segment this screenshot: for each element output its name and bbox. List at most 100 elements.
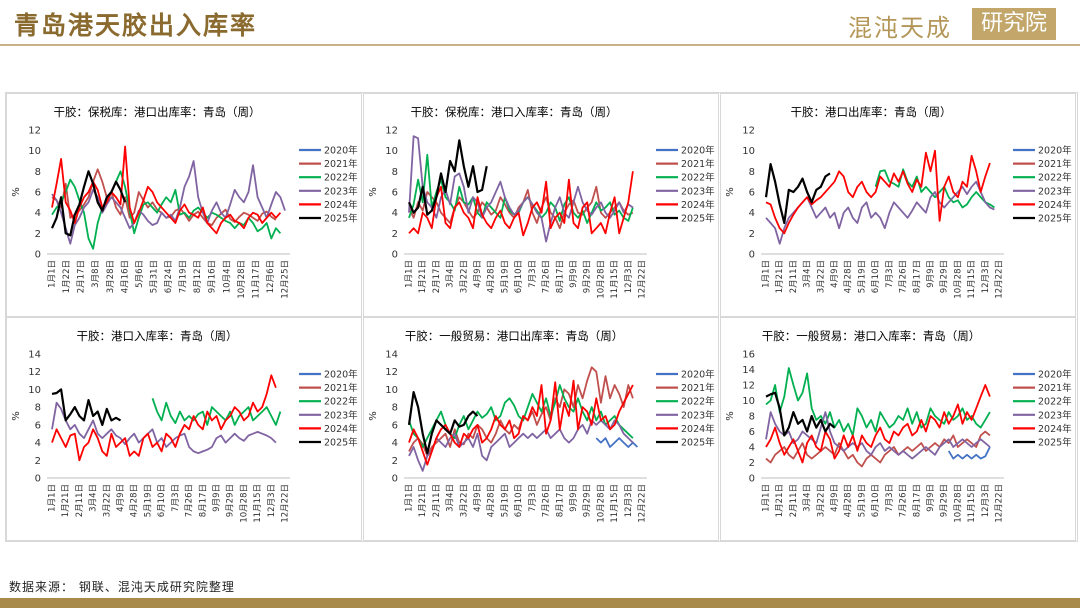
series-line-2022年	[765, 367, 991, 437]
legend-label: 2020年	[681, 145, 715, 157]
x-tick-label: 8月12日	[193, 260, 203, 293]
chart-svg-1: 干胶：保税库：港口出库率：青岛（周）% 0 2 4 6 8 10 12 1月1日 1月22日 2月1…	[11, 105, 358, 299]
x-tick-label: 9月9日	[926, 484, 936, 512]
x-tick-label: 3月4日	[446, 484, 456, 512]
x-tick-label: 11月15日	[610, 484, 620, 523]
legend-label: 2024年	[1038, 423, 1072, 435]
x-tick-label: 6月10日	[514, 260, 524, 293]
chart-title: 干胶：港口出库率：青岛（周）	[791, 105, 952, 119]
y-tick-label: 8	[392, 167, 398, 178]
x-tick-label: 1月21日	[418, 484, 428, 517]
series-line-2024年	[51, 145, 282, 235]
y-tick-label: 12	[385, 367, 398, 378]
legend-label: 2020年	[681, 369, 715, 381]
legend-label: 2025年	[681, 213, 715, 225]
legend-label: 2022年	[681, 172, 715, 184]
x-tick-label: 3月22日	[459, 484, 469, 517]
chart-title: 干胶：保税库：港口入库率：青岛（周）	[411, 105, 618, 119]
x-tick-label: 1月1日	[405, 484, 415, 512]
legend-label: 2021年	[1038, 382, 1072, 394]
y-tick-label: 16	[742, 350, 755, 361]
chart-svg-2: 干胶：保税库：港口入库率：青岛（周）% 0 2 4 6 8 10 12 1月1日 1月21日 2月1…	[368, 105, 715, 299]
series-line-2023年	[408, 419, 634, 472]
x-tick-label: 3月22日	[102, 484, 112, 517]
series-line-2025年	[765, 391, 836, 437]
x-tick-label: 12月3日	[624, 484, 634, 517]
x-tick-label: 8月17日	[198, 484, 208, 517]
x-tick-label: 9月29日	[940, 260, 950, 293]
x-tick-label: 10月28日	[596, 260, 606, 299]
y-tick-label: 6	[749, 427, 755, 438]
y-tick-label: 6	[35, 188, 41, 199]
y-tick-label: 2	[392, 456, 398, 467]
x-tick-label: 2月17日	[77, 260, 87, 293]
legend-label: 2020年	[324, 369, 358, 381]
x-tick-label: 1月21日	[61, 484, 71, 517]
legend-label: 2024年	[324, 423, 358, 435]
y-tick-label: 12	[28, 126, 41, 137]
x-tick-label: 9月9日	[212, 484, 222, 512]
x-tick-label: 4月28日	[487, 260, 497, 293]
x-tick-label: 10月28日	[237, 260, 247, 299]
y-axis-label: %	[725, 187, 736, 197]
y-tick-label: 8	[35, 403, 41, 414]
x-tick-label: 2月11日	[789, 260, 799, 293]
y-axis-label: %	[11, 187, 22, 197]
legend-label: 2021年	[324, 158, 358, 170]
legend-label: 2023年	[324, 185, 358, 197]
x-tick-label: 4月9日	[473, 260, 483, 288]
y-tick-label: 4	[749, 208, 755, 219]
x-tick-label: 12月22日	[638, 484, 648, 523]
x-tick-label: 5月19日	[857, 260, 867, 293]
y-tick-label: 10	[742, 146, 755, 157]
x-tick-label: 5月19日	[857, 484, 867, 517]
legend-label: 2023年	[681, 409, 715, 421]
x-tick-label: 10月4日	[222, 260, 232, 293]
legend-label: 2023年	[1038, 409, 1072, 421]
legend-label: 2022年	[1038, 172, 1072, 184]
header-divider	[0, 44, 1080, 46]
chart-svg-4: 干胶：港口入库率：青岛（周）% 0 2 4 6 8 10 12 14 1月1日 1月21日 2月11日…	[11, 329, 358, 523]
legend-label: 2025年	[324, 437, 358, 449]
legend-label: 2023年	[1038, 185, 1072, 197]
legend-label: 2025年	[1038, 213, 1072, 225]
x-tick-label: 3月22日	[459, 260, 469, 293]
y-axis-label: %	[725, 411, 736, 421]
y-tick-label: 4	[35, 208, 41, 219]
x-tick-label: 3月22日	[816, 260, 826, 293]
x-tick-label: 8月17日	[555, 484, 565, 517]
legend-label: 2024年	[681, 199, 715, 211]
y-tick-label: 0	[35, 250, 41, 261]
x-tick-label: 5月31日	[149, 260, 159, 293]
x-tick-label: 4月9日	[830, 484, 840, 512]
x-tick-label: 1月22日	[62, 260, 72, 293]
x-tick-label: 9月16日	[208, 260, 218, 293]
x-tick-label: 7月19日	[179, 260, 189, 293]
legend-label: 2022年	[324, 172, 358, 184]
x-tick-label: 10月28日	[953, 484, 963, 523]
series-line-2022年	[408, 153, 634, 224]
x-tick-label: 4月16日	[120, 260, 130, 293]
x-tick-label: 12月22日	[995, 260, 1005, 299]
x-tick-label: 4月28日	[130, 484, 140, 517]
charts-grid: 干胶：保税库：港口出库率：青岛（周）% 0 2 4 6 8 10 12 1月1日 1月22日 2月1…	[5, 92, 1078, 542]
x-tick-label: 6月10日	[871, 260, 881, 293]
x-tick-label: 7月26日	[185, 484, 195, 517]
y-tick-label: 0	[35, 474, 41, 485]
y-tick-label: 12	[385, 126, 398, 137]
x-tick-label: 9月9日	[926, 260, 936, 288]
legend-label: 2020年	[324, 145, 358, 157]
series-line-2024年	[765, 149, 991, 235]
series-line-2025年	[764, 163, 831, 225]
x-tick-label: 7月3日	[885, 484, 895, 512]
series-line-2020年	[947, 446, 991, 460]
x-tick-label: 2月17日	[432, 260, 442, 293]
logo-box-text: 研究院	[980, 11, 1047, 36]
x-tick-label: 9月29日	[940, 484, 950, 517]
x-tick-label: 9月29日	[583, 260, 593, 293]
x-tick-label: 4月28日	[844, 484, 854, 517]
logo-text: 混沌天成	[848, 14, 952, 42]
series-line-2022年	[51, 170, 282, 250]
x-tick-label: 12月3日	[981, 260, 991, 293]
chart-panel-2: 干胶：保税库：港口入库率：青岛（周）% 0 2 4 6 8 10 12 1月1日 1月21日 2月1…	[363, 93, 719, 317]
